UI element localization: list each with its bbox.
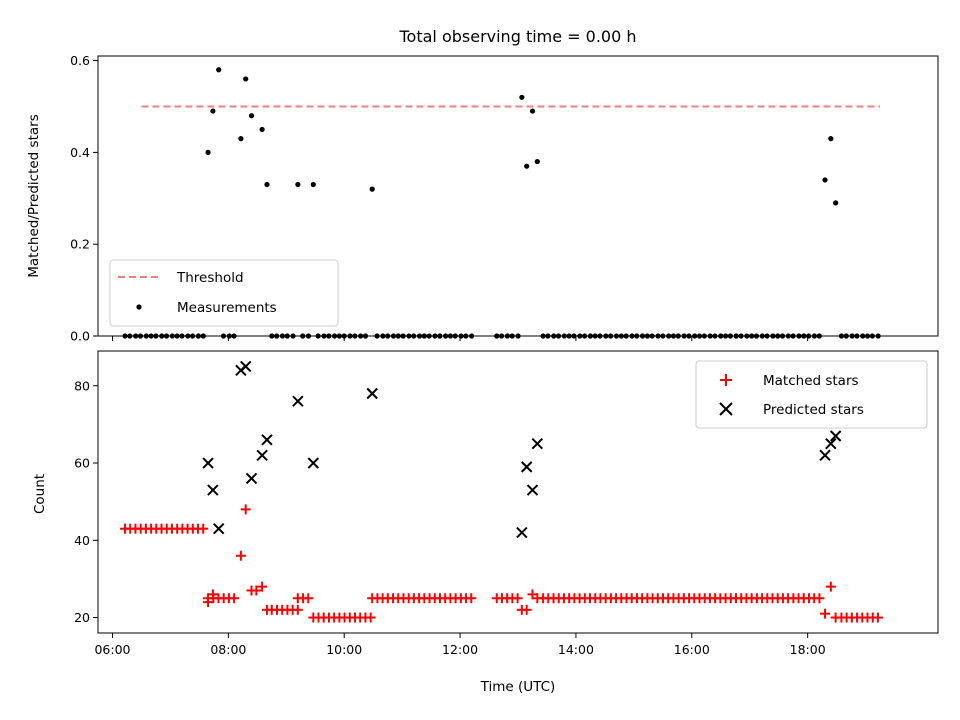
legend-predicted-label: Predicted stars <box>763 402 864 418</box>
predicted-star-point <box>520 461 533 473</box>
top-legend-box <box>109 259 339 327</box>
predicted-star-point <box>829 430 842 442</box>
predicted-star-point <box>207 484 219 496</box>
bottom-x-axis-label: Time (UTC) <box>480 679 556 695</box>
bottom-axes-frame <box>97 350 939 634</box>
measurement-point <box>259 126 265 133</box>
measurement-point <box>828 136 834 142</box>
matched-star-point <box>261 604 272 615</box>
matched-star-point <box>235 550 246 561</box>
predicted-star-point <box>240 360 252 373</box>
matched-star-point <box>292 604 303 615</box>
x-tick-label: 18:00 <box>790 642 826 657</box>
measurement-point <box>310 181 316 188</box>
predicted-star-point <box>292 395 304 407</box>
bottom-y-axis: 20 40 60 80 <box>74 378 98 625</box>
legend-threshold-label: Threshold <box>176 270 244 286</box>
measurement-point <box>205 149 211 155</box>
predicted-star-point <box>366 387 378 400</box>
legend-matched-label: Matched stars <box>763 373 859 389</box>
predicted-star-point <box>825 438 837 450</box>
measurement-point <box>519 94 525 100</box>
measurement-point <box>216 67 222 73</box>
matched-star-point <box>365 612 376 623</box>
top-panel: 0.0 0.2 0.4 0.6 Matched/Predicted stars Thr… <box>26 53 939 344</box>
predicted-star-point <box>526 484 539 496</box>
matched-star-point <box>820 608 831 619</box>
bottom-panel: 20 40 60 80 06:00 08:00 10:00 12:00 14:00 16:00 1… <box>32 350 939 695</box>
y-tick-label: 0.6 <box>70 53 90 68</box>
legend-matched-swatch <box>720 374 732 386</box>
predicted-star-point <box>531 438 544 450</box>
legend-measurements-swatch <box>136 304 142 310</box>
measurement-point <box>529 108 536 114</box>
legend-predicted-swatch <box>719 402 733 416</box>
y-tick-label: 80 <box>74 378 90 393</box>
predicted-star-point <box>307 457 320 469</box>
x-tick-label: 08:00 <box>210 642 246 657</box>
top-y-axis-label: Matched/Predicted stars <box>26 114 42 277</box>
measurement-point <box>238 136 244 142</box>
top-legend: Threshold Measurements <box>109 259 339 327</box>
matched-star-point <box>198 523 209 534</box>
matched-star-point <box>814 593 825 604</box>
measurement-point <box>295 181 301 188</box>
measurement-point <box>369 186 375 192</box>
matched-star-point <box>830 612 841 623</box>
matched-star-point <box>872 612 883 623</box>
y-tick-label: 60 <box>74 456 90 471</box>
matched-star-point <box>466 593 477 604</box>
y-tick-label: 0.4 <box>70 145 90 160</box>
measurement-point <box>210 108 216 114</box>
matched-star-point <box>521 604 532 615</box>
predicted-star-point <box>202 457 214 469</box>
measurement-point <box>534 158 540 165</box>
measurement-point <box>248 113 255 119</box>
matched-star-point <box>532 593 543 604</box>
bottom-plot-area <box>120 360 883 623</box>
x-tick-label: 12:00 <box>442 642 478 657</box>
measurement-point <box>243 76 249 82</box>
top-x-axis-ticks <box>111 336 809 341</box>
top-y-axis: 0.0 0.2 0.4 0.6 <box>70 53 98 344</box>
predicted-star-point <box>819 449 831 462</box>
bottom-x-axis: 06:00 08:00 10:00 12:00 14:00 16:00 18:00 <box>94 633 826 657</box>
measurement-point <box>822 177 828 183</box>
bottom-legend: Matched stars Predicted stars <box>695 360 928 429</box>
legend-measurements-label: Measurements <box>177 300 277 316</box>
matched-star-point <box>257 581 268 592</box>
x-tick-label: 06:00 <box>94 642 130 657</box>
bottom-y-axis-label: Count <box>32 474 48 514</box>
matched-star-point <box>825 581 836 592</box>
predicted-star-point <box>256 449 268 462</box>
x-tick-label: 10:00 <box>326 642 362 657</box>
predicted-star-point <box>516 526 528 539</box>
measurement-point <box>524 163 530 169</box>
matched-star-point <box>229 593 240 604</box>
matched-star-point <box>240 504 251 515</box>
x-tick-label: 16:00 <box>674 642 710 657</box>
predicted-star-point <box>261 434 273 446</box>
y-tick-label: 40 <box>74 533 90 548</box>
top-axes-frame <box>97 55 939 337</box>
measurement-point <box>264 181 270 188</box>
y-tick-label: 0.2 <box>70 237 90 252</box>
y-tick-label: 20 <box>74 610 90 625</box>
matched-star-point <box>251 585 262 596</box>
matched-star-point <box>303 593 314 604</box>
chart-title: Total observing time = 0.00 h <box>398 27 636 46</box>
bottom-legend-box <box>695 360 928 429</box>
matched-star-point <box>512 593 523 604</box>
x-tick-label: 14:00 <box>558 642 594 657</box>
measurement-point <box>833 200 839 206</box>
matched-star-point <box>203 597 214 608</box>
matched-star-point <box>207 589 218 600</box>
predicted-star-point <box>245 472 258 485</box>
predicted-star-point <box>212 522 225 535</box>
y-tick-label: 0.0 <box>70 329 90 344</box>
